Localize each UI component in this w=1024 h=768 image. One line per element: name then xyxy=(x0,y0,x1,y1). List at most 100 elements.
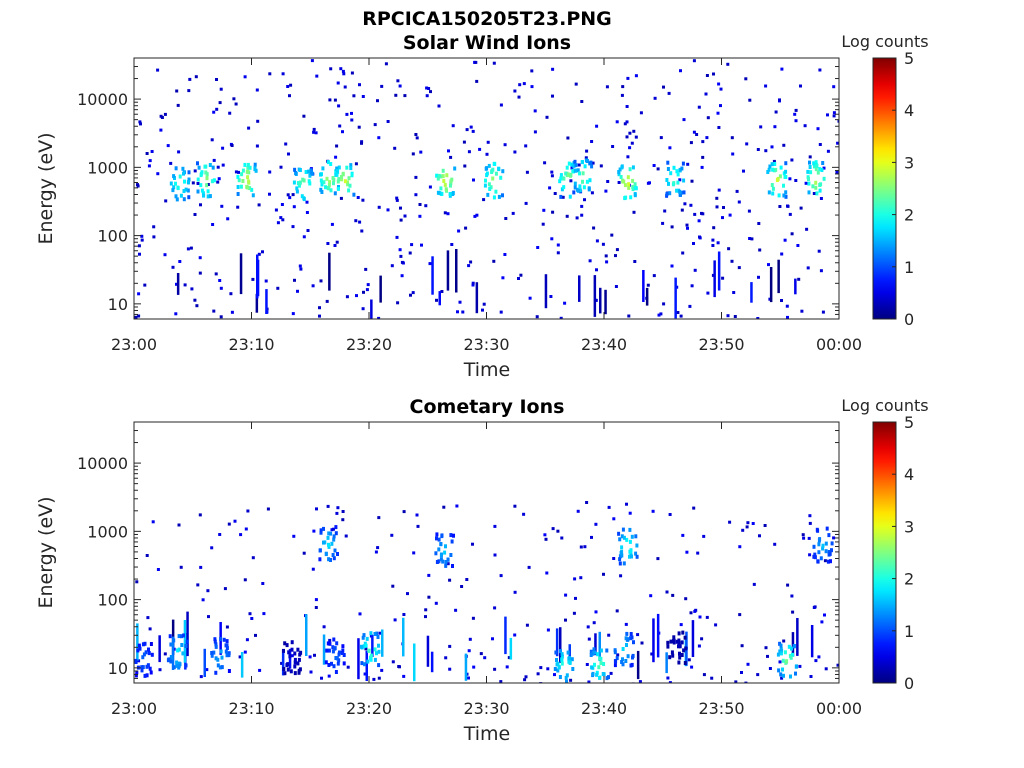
cell xyxy=(631,187,635,192)
cell xyxy=(730,136,734,140)
cell xyxy=(698,236,702,240)
cell xyxy=(435,298,438,302)
cell xyxy=(208,194,212,199)
cell xyxy=(800,309,804,313)
cell xyxy=(610,233,614,237)
cell xyxy=(809,170,813,175)
cell xyxy=(447,149,450,153)
cell xyxy=(332,556,336,561)
cell xyxy=(809,675,813,678)
cell xyxy=(395,235,399,239)
cell xyxy=(804,181,808,185)
cell xyxy=(335,144,339,148)
cell xyxy=(479,652,483,656)
cell xyxy=(636,633,640,637)
cell xyxy=(712,226,716,230)
cell xyxy=(393,618,397,622)
cell xyxy=(335,511,339,515)
cell xyxy=(360,229,364,233)
cell xyxy=(778,98,781,102)
cell xyxy=(682,178,686,183)
cell xyxy=(284,142,288,146)
cell xyxy=(431,256,434,295)
cell xyxy=(145,673,149,678)
cell xyxy=(715,205,719,209)
cell xyxy=(256,119,260,123)
cell xyxy=(674,277,677,319)
cell xyxy=(288,648,292,669)
cell xyxy=(375,651,378,656)
cell xyxy=(536,672,540,676)
cell xyxy=(589,160,593,165)
cell xyxy=(434,551,438,556)
cell xyxy=(780,67,784,71)
cell xyxy=(711,238,715,242)
cell xyxy=(682,118,686,122)
cell xyxy=(398,248,402,252)
cell xyxy=(208,163,212,167)
cell xyxy=(219,87,223,91)
cell xyxy=(424,204,428,208)
cell xyxy=(180,643,184,647)
cell xyxy=(814,185,818,190)
cell xyxy=(764,646,768,650)
cell xyxy=(175,663,179,668)
cell xyxy=(824,549,828,554)
cell xyxy=(832,536,836,540)
cell xyxy=(373,647,377,652)
cell xyxy=(435,560,439,564)
cell xyxy=(568,661,572,665)
cell xyxy=(437,104,441,108)
cell xyxy=(181,651,185,656)
cell xyxy=(206,194,210,199)
cell xyxy=(807,181,811,186)
cell xyxy=(630,662,634,667)
cell xyxy=(324,660,328,665)
cell xyxy=(584,158,588,163)
cell xyxy=(631,653,635,658)
cell xyxy=(187,177,191,182)
cell xyxy=(665,590,669,594)
cell xyxy=(692,59,696,63)
cell xyxy=(333,98,337,102)
cell xyxy=(776,652,780,657)
cell xyxy=(816,127,820,131)
cell xyxy=(492,259,496,263)
cell xyxy=(651,509,655,513)
cell xyxy=(796,618,799,656)
cell xyxy=(410,243,414,247)
cell xyxy=(327,674,331,678)
cell xyxy=(602,662,606,666)
cell xyxy=(226,217,230,221)
cell xyxy=(281,72,285,76)
cell xyxy=(625,537,629,542)
cell xyxy=(522,82,526,86)
cell xyxy=(808,514,812,518)
cell xyxy=(439,186,443,191)
cell xyxy=(251,193,255,198)
cell xyxy=(200,188,204,193)
cell xyxy=(698,615,702,619)
cell xyxy=(216,180,220,184)
cell xyxy=(777,193,781,198)
cell xyxy=(504,616,507,655)
cell xyxy=(671,182,675,187)
cell xyxy=(290,640,294,645)
cell xyxy=(767,263,770,267)
cell xyxy=(778,660,782,664)
cell xyxy=(550,170,554,174)
cell xyxy=(170,642,174,647)
cell xyxy=(830,541,834,546)
cell xyxy=(471,129,475,133)
cell xyxy=(332,637,336,642)
cell xyxy=(815,527,819,532)
cell xyxy=(448,667,452,671)
cell xyxy=(184,187,188,192)
cell xyxy=(138,252,141,256)
cell xyxy=(255,293,259,313)
cell xyxy=(220,204,224,208)
cell xyxy=(251,556,255,560)
cell xyxy=(821,310,825,314)
cell xyxy=(212,178,216,183)
cell xyxy=(628,554,631,559)
